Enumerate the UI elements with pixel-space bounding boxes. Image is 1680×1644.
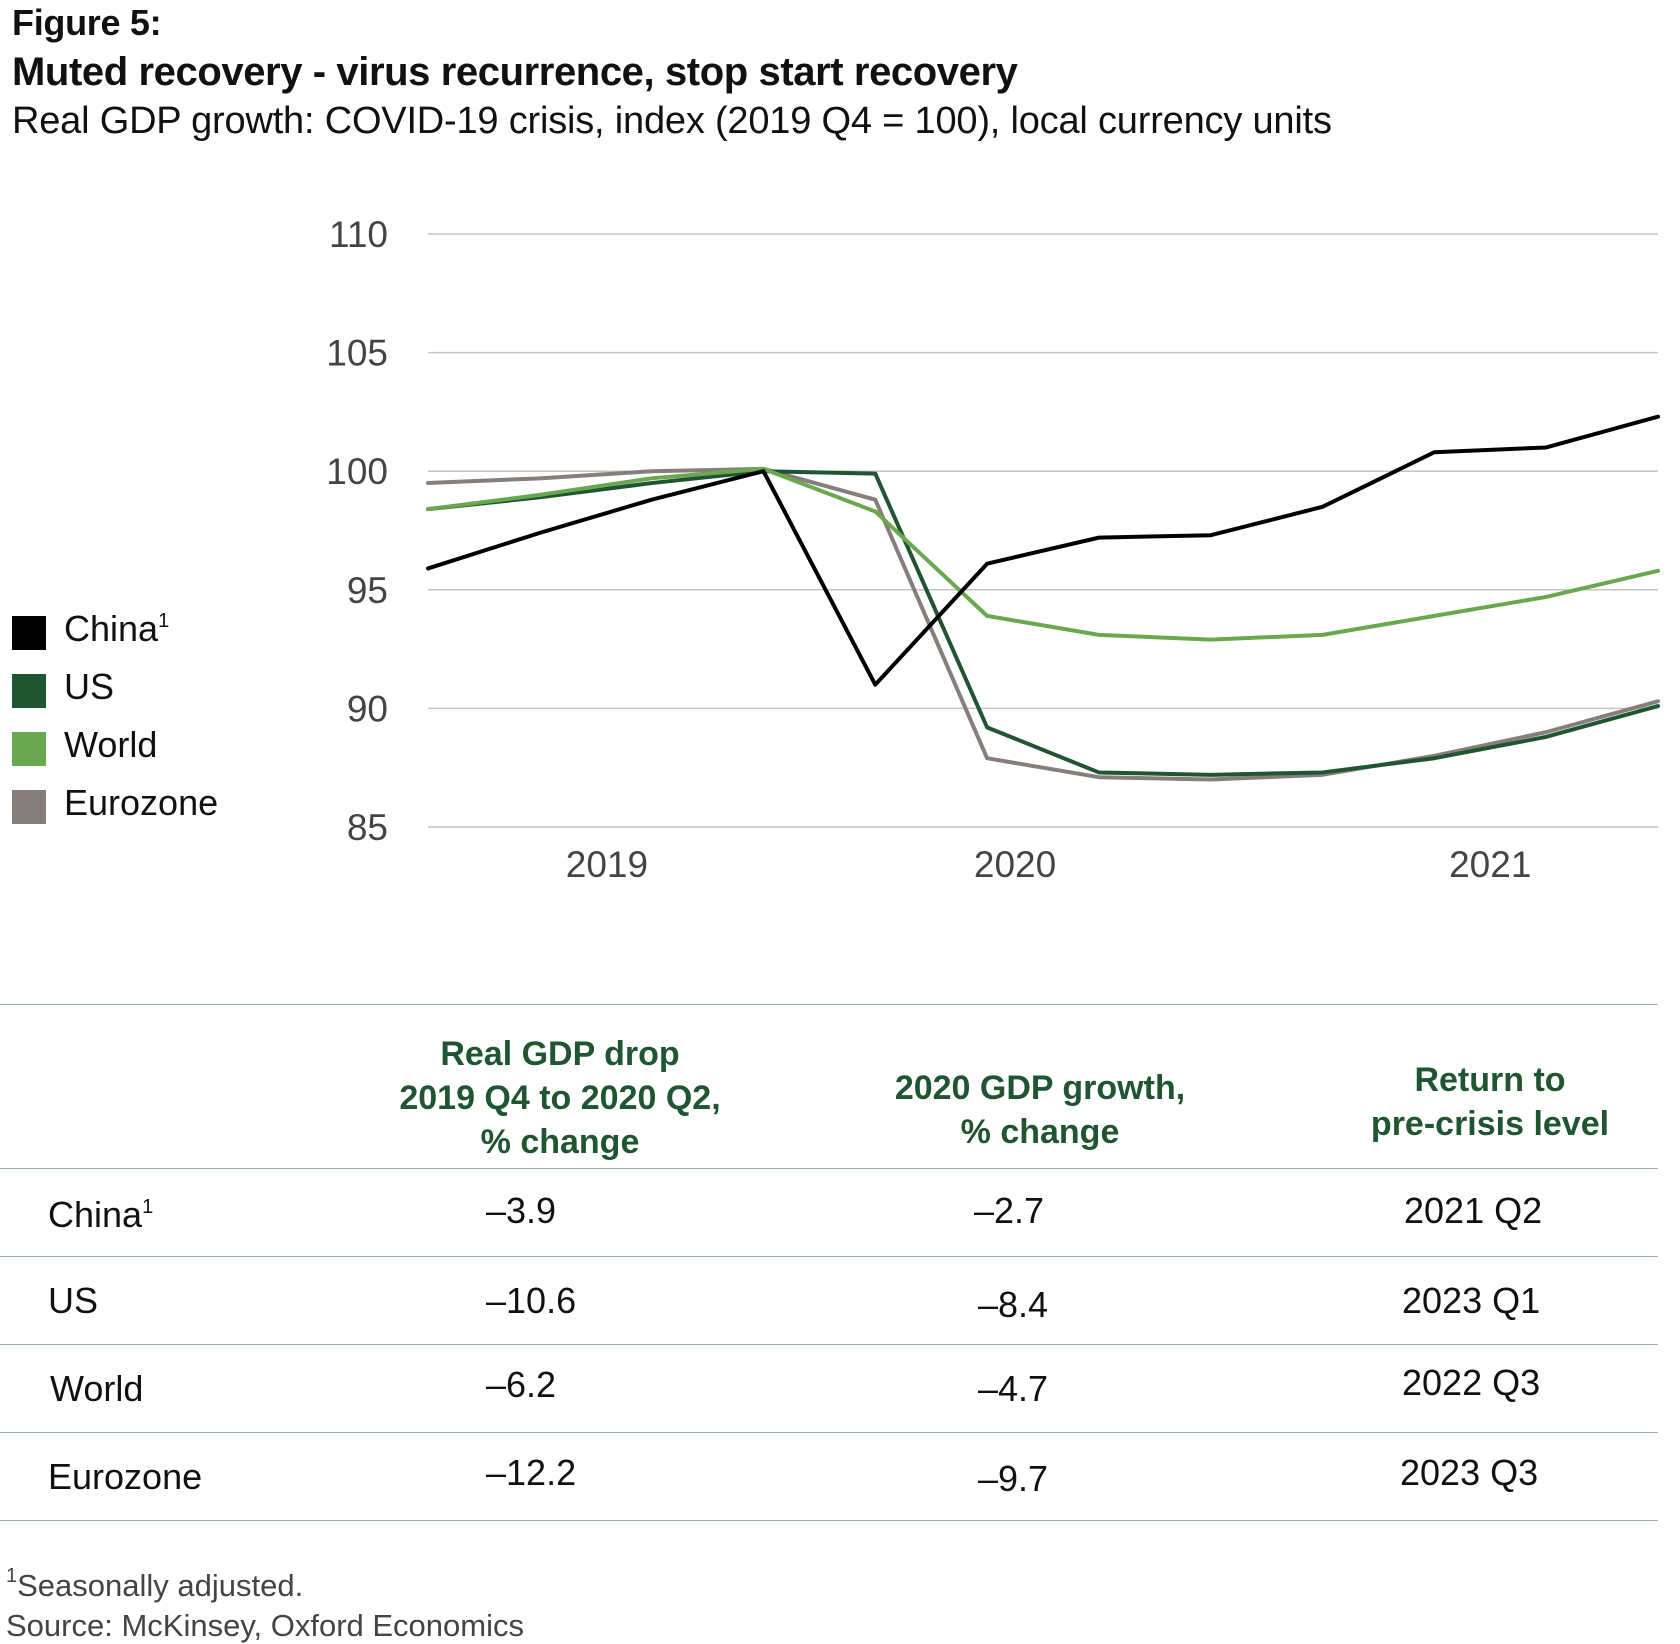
- row-eurozone-country: Eurozone: [48, 1456, 203, 1497]
- x-tick-label: 2021: [1449, 844, 1531, 885]
- y-tick-label: 90: [347, 688, 388, 729]
- row-world-drop: –6.2: [486, 1364, 557, 1405]
- header-gdp-growth-line-1: 2020 GDP growth,: [894, 1069, 1186, 1107]
- x-tick-label: 2019: [566, 844, 648, 885]
- header-gdp-drop: Real GDP drop 2019 Q4 to 2020 Q2, % chan…: [320, 1032, 800, 1164]
- legend-label-world: World: [64, 724, 158, 765]
- row-eurozone-growth: –9.7: [978, 1458, 1049, 1499]
- legend-label-us: US: [64, 666, 115, 707]
- footnote: 1Seasonally adjusted.: [6, 1565, 304, 1603]
- chart-title: Muted recovery - virus recurrence, stop …: [12, 50, 1018, 94]
- y-axis-tick-labels: 85 90 95 100 105 110: [326, 214, 388, 848]
- legend-label-eurozone: Eurozone: [64, 782, 219, 823]
- legend-label-china: China1: [64, 608, 170, 649]
- y-tick-label: 85: [347, 807, 388, 848]
- line-chart: 85 90 95 100 105 110 2019 2020 2021: [326, 214, 1660, 885]
- series-line-world: [426, 466, 1660, 642]
- y-tick-label: 105: [326, 333, 388, 374]
- legend-swatch-world: [12, 732, 46, 766]
- row-us-return: 2023 Q1: [1402, 1280, 1541, 1321]
- row-china-drop: –3.9: [486, 1190, 557, 1231]
- row-china-country: China1: [48, 1194, 154, 1235]
- header-return-level-line-2: pre-crisis level: [1370, 1105, 1610, 1143]
- row-us-growth: –8.4: [978, 1284, 1049, 1325]
- series-lines: [426, 414, 1660, 782]
- row-world-country: World: [50, 1368, 144, 1409]
- y-tick-label: 95: [347, 570, 388, 611]
- header-gdp-growth-line-2: % change: [960, 1113, 1120, 1151]
- table-row-rule: [0, 1256, 1658, 1257]
- legend-swatch-us: [12, 674, 46, 708]
- row-china-growth: –2.7: [974, 1190, 1045, 1231]
- row-us-drop: –10.6: [486, 1280, 577, 1321]
- row-eurozone-return: 2023 Q3: [1400, 1452, 1539, 1493]
- row-world-growth: –4.7: [978, 1368, 1049, 1409]
- x-tick-label: 2020: [974, 844, 1056, 885]
- legend-swatch-eurozone: [12, 790, 46, 824]
- header-gdp-growth: 2020 GDP growth, % change: [820, 1066, 1260, 1154]
- table-row-rule: [0, 1432, 1658, 1433]
- legend-swatch-china: [12, 616, 46, 650]
- y-tick-label: 110: [329, 214, 388, 255]
- x-axis-tick-labels: 2019 2020 2021: [566, 844, 1532, 885]
- row-china-return: 2021 Q2: [1404, 1190, 1543, 1231]
- table-bottom-rule: [0, 1520, 1658, 1521]
- header-return-level-line-1: Return to: [1414, 1061, 1566, 1099]
- table-top-rule: [0, 1004, 1658, 1005]
- series-line-china: [426, 414, 1660, 687]
- table-header-rule: [0, 1168, 1658, 1169]
- header-return-level: Return to pre-crisis level: [1300, 1058, 1680, 1146]
- row-us-country: US: [48, 1280, 99, 1321]
- header-gdp-drop-line-1: Real GDP drop: [440, 1035, 680, 1073]
- y-tick-label: 100: [326, 451, 388, 492]
- table-row-rule: [0, 1344, 1658, 1345]
- row-eurozone-drop: –12.2: [486, 1452, 577, 1493]
- source-note: Source: McKinsey, Oxford Economics: [6, 1608, 524, 1643]
- series-line-us: [426, 469, 1660, 777]
- figure-label: Figure 5:: [12, 2, 162, 43]
- series-line-eurozone: [426, 466, 1660, 782]
- header-gdp-drop-line-2: 2019 Q4 to 2020 Q2,: [399, 1079, 721, 1117]
- chart-subtitle: Real GDP growth: COVID-19 crisis, index …: [12, 100, 1332, 142]
- header-gdp-drop-line-3: % change: [480, 1123, 640, 1161]
- gridlines: [428, 233, 1658, 828]
- row-world-return: 2022 Q3: [1402, 1362, 1541, 1403]
